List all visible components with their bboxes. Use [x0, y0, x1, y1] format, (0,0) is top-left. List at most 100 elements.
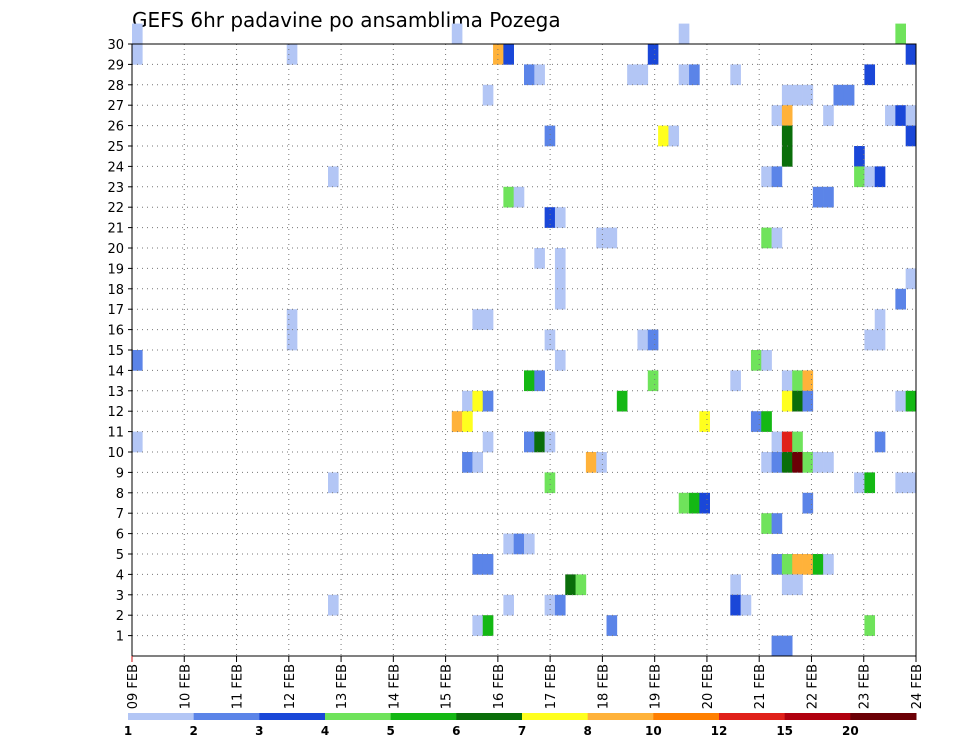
heatmap-cell: [534, 370, 545, 392]
heatmap-cell: [689, 492, 700, 514]
heatmap-cell: [328, 594, 339, 616]
x-tick-label: 24 FEB: [910, 664, 925, 709]
heatmap-cell: [854, 146, 865, 167]
x-tick-label: 12 FEB: [283, 664, 298, 709]
heatmap-cell: [771, 513, 783, 534]
heatmap-cell: [482, 615, 494, 636]
colorbar-label: 6: [452, 724, 460, 738]
heatmap-cell: [802, 390, 814, 412]
x-tick-label: 22 FEB: [805, 664, 820, 709]
x-tick-label: 09 FEB: [126, 664, 141, 709]
x-tick-label: 16 FEB: [492, 664, 507, 709]
heatmap-cell: [132, 431, 143, 453]
heatmap-cell: [678, 23, 690, 45]
colorbar-label: 4: [321, 724, 329, 738]
heatmap-cell: [544, 431, 556, 453]
heatmap-cell: [761, 513, 772, 534]
colorbar-swatch: [128, 713, 195, 720]
heatmap-cell: [482, 554, 494, 575]
heatmap-cell: [895, 23, 906, 45]
heatmap-cell: [544, 472, 556, 494]
heatmap-cell: [462, 390, 473, 412]
heatmap-cell: [451, 23, 463, 45]
heatmap-cell: [637, 64, 649, 86]
heatmap-cell: [699, 411, 710, 432]
colorbar-swatch: [653, 713, 720, 720]
colorbar-swatch: [456, 713, 523, 720]
heatmap-cell: [771, 431, 783, 453]
heatmap-cell: [554, 268, 566, 290]
heatmap-cell: [802, 84, 814, 106]
y-tick-label: 22: [107, 201, 124, 216]
x-tick-label: 15 FEB: [440, 664, 455, 709]
y-tick-label: 20: [107, 242, 124, 257]
colorbar-label: 20: [842, 724, 859, 738]
heatmap-cell: [472, 554, 484, 575]
heatmap-cell: [534, 431, 545, 453]
y-tick-label: 16: [107, 324, 124, 339]
heatmap-cell: [286, 309, 298, 330]
heatmap-cell: [905, 105, 917, 126]
heatmap-cell: [761, 411, 772, 432]
heatmap-cell: [524, 431, 535, 453]
y-tick-label: 4: [116, 568, 124, 583]
heatmap-cell: [328, 472, 339, 494]
heatmap-cell: [781, 574, 793, 596]
heatmap-cell: [730, 64, 741, 86]
y-tick-label: 10: [107, 446, 124, 461]
y-tick-label: 30: [107, 38, 124, 53]
heatmap-cell: [596, 452, 607, 473]
x-tick-label: 10 FEB: [178, 664, 193, 709]
heatmap-cell: [874, 166, 886, 188]
heatmap-cell: [699, 492, 710, 514]
heatmap-cell: [482, 390, 494, 412]
y-tick-label: 17: [107, 303, 124, 318]
heatmap-cell: [678, 64, 690, 86]
heatmap-cell: [462, 452, 473, 473]
heatmap-cell: [503, 186, 514, 208]
heatmap-cell: [895, 390, 906, 412]
heatmap-cell: [781, 370, 793, 392]
heatmap-cell: [864, 329, 876, 351]
heatmap-cell: [647, 370, 659, 392]
heatmap-cell: [771, 554, 783, 575]
heatmap-cell: [761, 350, 772, 371]
colorbar-swatch: [325, 713, 392, 720]
heatmap-cell: [472, 390, 484, 412]
heatmap-cell: [554, 594, 566, 616]
heatmap-cell: [874, 329, 886, 351]
y-tick-label: 15: [107, 344, 124, 359]
y-tick-label: 26: [107, 120, 124, 135]
heatmap-cell: [802, 452, 814, 473]
heatmap-cell: [606, 615, 618, 636]
heatmap-cell: [781, 146, 793, 167]
y-tick-label: 27: [107, 99, 124, 114]
y-tick-label: 7: [116, 507, 124, 522]
y-tick-label: 24: [107, 160, 124, 175]
x-axis: 09 FEB 10 FEB 11 FEB 12 FEB 13 FEB 14 FEB 15 F…: [126, 656, 925, 709]
colorbar-swatch: [784, 713, 851, 720]
heatmap-cell: [812, 452, 824, 473]
heatmap-cell: [730, 370, 741, 392]
heatmap-cell: [544, 125, 556, 147]
x-tick-label: 18 FEB: [596, 664, 611, 709]
heatmap-cell: [585, 452, 597, 473]
heatmap-cell: [771, 166, 783, 188]
heatmap-cell: [771, 452, 783, 473]
heatmap-cell: [544, 207, 556, 228]
heatmap-cell: [286, 44, 298, 65]
heatmap-cell: [503, 533, 514, 555]
heatmap-cell: [771, 635, 783, 657]
heatmap-cell: [328, 166, 339, 188]
colorbar-label: 1: [124, 724, 132, 738]
heatmap-cell: [781, 390, 793, 412]
heatmap-cell: [132, 350, 143, 371]
heatmap-cell: [792, 431, 803, 453]
colorbar-swatch: [522, 713, 589, 720]
colorbar-label: 7: [518, 724, 526, 738]
heatmap-cell: [761, 227, 772, 249]
y-tick-label: 28: [107, 79, 124, 94]
colorbar-swatch: [259, 713, 326, 720]
heatmap-cell: [812, 554, 824, 575]
heatmap-cell: [482, 84, 494, 106]
